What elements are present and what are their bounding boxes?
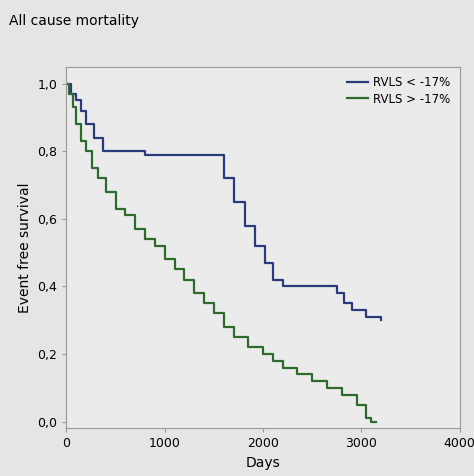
Legend: RVLS < -17%, RVLS > -17%: RVLS < -17%, RVLS > -17% [344,72,454,109]
Y-axis label: Event free survival: Event free survival [18,182,32,313]
X-axis label: Days: Days [246,456,281,470]
Text: All cause mortality: All cause mortality [9,14,139,28]
